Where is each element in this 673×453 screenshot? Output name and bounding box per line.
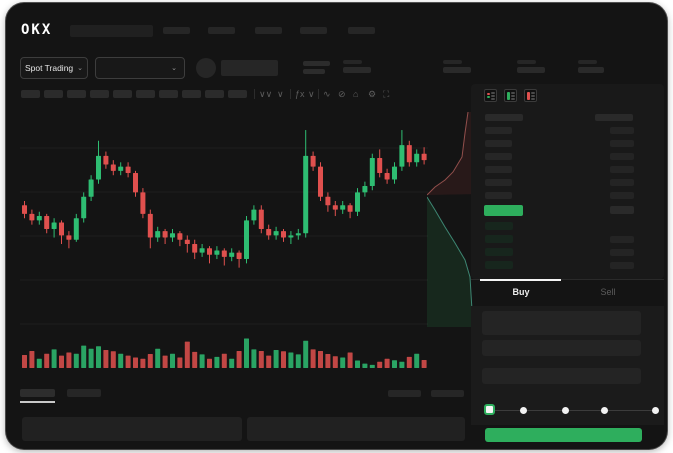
tabbar-divider [471,279,664,280]
bottom-action-skeleton[interactable] [431,390,464,397]
bottom-active-tab-indicator [20,401,55,403]
orderbook-header-price-skeleton [485,114,523,121]
nav-item-skeleton[interactable] [255,27,282,34]
orderbook-header-amount-skeleton [595,114,633,121]
price-skeleton [303,61,330,66]
search-bar-skeleton[interactable] [70,25,153,37]
bid-amount-skeleton [610,262,634,269]
orders-tab-skeleton[interactable] [20,389,55,397]
timeframe-button-skeleton[interactable] [136,90,155,98]
ask-row-skeleton[interactable] [485,140,512,147]
chart-settings-icon[interactable]: ⚙ [368,89,377,99]
ask-amount-skeleton [610,153,634,160]
nav-item-skeleton[interactable] [348,27,375,34]
nav-item-skeleton[interactable] [163,27,190,34]
price-input-skeleton[interactable] [482,311,641,335]
total-input-skeleton[interactable] [482,368,641,384]
bid-amount-skeleton [610,236,634,243]
bid-row-skeleton[interactable] [485,235,513,243]
market-type-dropdown[interactable]: Spot Trading ⌄ [20,57,88,79]
toolbar-divider [254,89,255,99]
orderbook-view-asks-icon[interactable] [524,89,537,102]
tab-sell[interactable]: Sell [600,287,616,297]
snapshot-icon[interactable]: ⌂ [353,89,359,99]
toolbar-divider [318,89,319,99]
stat-value-skeleton [443,67,471,73]
timeframe-button-skeleton[interactable] [90,90,109,98]
active-tab-indicator [480,279,561,281]
bid-row-skeleton[interactable] [485,248,513,256]
timeframe-button-skeleton[interactable] [205,90,224,98]
chart-type-icon[interactable]: ∨∨ [259,89,273,99]
amount-input-skeleton[interactable] [482,340,641,356]
slider-step-dot[interactable] [561,407,569,414]
candlestick-chart[interactable] [20,112,428,336]
price-sub-skeleton [303,69,325,74]
tab-buy[interactable]: Buy [512,287,530,297]
timeframe-button-skeleton[interactable] [159,90,178,98]
okx-logo: OKX [21,22,53,38]
slider-step-dot[interactable] [651,407,659,414]
toolbar-divider [290,89,291,99]
ask-row-skeleton[interactable] [485,192,512,199]
market-type-label: Spot Trading [24,63,74,73]
ask-amount-skeleton [610,166,634,173]
ask-row-skeleton[interactable] [485,166,512,173]
ask-amount-skeleton [610,179,634,186]
slider-step-dot[interactable] [600,407,608,414]
history-tab-skeleton[interactable] [67,389,101,397]
slider-step-dot[interactable] [519,407,527,414]
timeframe-button-skeleton[interactable] [44,90,63,98]
ask-row-skeleton[interactable] [485,153,512,160]
stat-label-skeleton [443,60,462,64]
bottom-action-skeleton[interactable] [388,390,421,397]
stat-value-skeleton [578,67,604,73]
indicators-chevron-icon[interactable]: ∨ [308,89,315,99]
bid-amount-skeleton [610,249,634,256]
pair-select-dropdown[interactable]: ⌄ [95,57,185,79]
stat-value-skeleton [343,67,371,73]
timeframe-button-skeleton[interactable] [182,90,201,98]
orderbook-view-all-icon[interactable] [484,89,497,102]
depth-chart [427,112,480,327]
timeframe-button-skeleton[interactable] [67,90,86,98]
line-tool-icon[interactable]: ∿ [323,89,331,99]
timeframe-button-skeleton[interactable] [21,90,40,98]
stat-label-skeleton [343,60,362,64]
chevron-down-icon: ⌄ [171,65,177,72]
pair-name-skeleton [221,60,278,76]
orderbook-cell-skeleton [610,206,634,214]
chevron-down-icon: ⌄ [77,65,84,72]
open-orders-table-skeleton [22,417,242,441]
chart-type-chevron-icon[interactable]: ∨ [277,89,284,99]
ask-amount-skeleton [610,192,634,199]
nav-item-skeleton[interactable] [300,27,327,34]
timeframe-button-skeleton[interactable] [228,90,247,98]
coin-avatar [196,58,216,78]
ask-row-skeleton[interactable] [485,179,512,186]
draw-tool-icon[interactable]: ⊘ [338,89,346,99]
nav-item-skeleton[interactable] [208,27,235,34]
volume-chart [22,338,427,368]
amount-slider-track[interactable] [490,410,655,411]
bid-row-skeleton[interactable] [485,222,513,230]
last-price-badge[interactable] [484,205,523,216]
orderbook-view-bids-icon[interactable] [504,89,517,102]
stat-label-skeleton [517,60,536,64]
ask-amount-skeleton [610,127,634,134]
stat-value-skeleton [517,67,545,73]
bid-row-skeleton[interactable] [485,261,513,269]
timeframe-button-skeleton[interactable] [113,90,132,98]
amount-slider-handle[interactable] [484,404,495,415]
indicators-icon[interactable]: ƒx [295,89,305,99]
ask-row-skeleton[interactable] [485,127,512,134]
fullscreen-icon[interactable]: ⛶ [383,89,390,99]
order-history-table-skeleton [247,417,465,441]
stat-label-skeleton [578,60,597,64]
buy-button[interactable] [485,428,642,442]
ask-amount-skeleton [610,140,634,147]
